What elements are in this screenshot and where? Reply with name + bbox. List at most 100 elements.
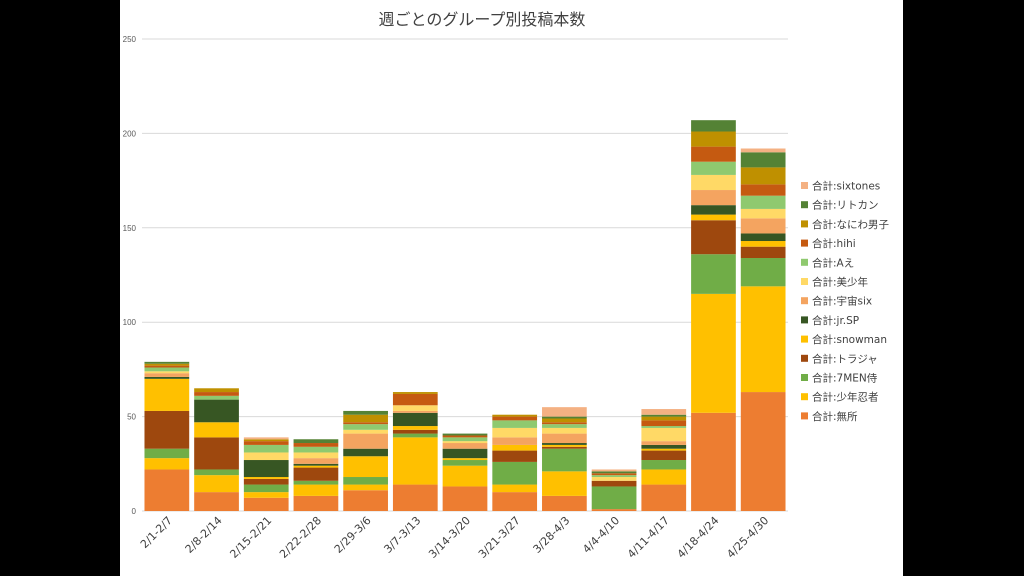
bar-segment (492, 427, 538, 438)
bar-segment (392, 412, 438, 427)
bar-segment (343, 422, 388, 425)
bar-segment (194, 437, 239, 470)
bar-segment (392, 410, 438, 413)
bar-segment (591, 480, 637, 487)
bar-segment (691, 120, 736, 132)
bar-segment (641, 448, 687, 451)
legend-swatch (801, 239, 808, 247)
bar-segment (740, 148, 786, 153)
bar-segment (691, 146, 736, 162)
bar-segment (542, 418, 587, 423)
bar-stack (542, 407, 587, 511)
bar-segment (144, 361, 190, 364)
bar-segment (542, 424, 587, 428)
bar-segment (144, 365, 190, 368)
bar-segment (740, 286, 786, 393)
legend-swatch (801, 316, 808, 324)
bar-segment (542, 443, 587, 445)
bar-segment (641, 450, 687, 461)
bar-segment (740, 152, 786, 168)
bar-segment (591, 486, 637, 510)
bar-segment (392, 484, 438, 511)
bar-segment (591, 471, 637, 474)
bar-segment (243, 441, 289, 445)
bar-stack (343, 410, 388, 511)
legend-label: 合計:hihi (812, 237, 856, 250)
bar-stack (243, 437, 289, 511)
bar-segment (343, 433, 388, 449)
bar-segment (343, 424, 388, 430)
bar-segment (293, 443, 339, 447)
bar-segment (740, 246, 786, 259)
bar-segment (641, 484, 687, 511)
y-tick-label: 100 (123, 318, 137, 327)
x-tick-label: 3/21-3/27 (476, 514, 523, 561)
bar-stack (591, 469, 637, 511)
x-tick-label: 3/7-3/13 (381, 514, 423, 556)
bar-segment (591, 475, 637, 478)
bar-segment (243, 437, 289, 440)
bar-segment (542, 433, 587, 444)
bar-segment (442, 458, 488, 461)
bar-segment (243, 484, 289, 493)
legend-item: 合計:なにわ男子 (801, 218, 889, 231)
x-tick-label: 4/11-4/17 (625, 514, 672, 561)
bar-segment (691, 412, 736, 511)
legend-label: 合計:トラジャ (812, 352, 878, 365)
bar-segment (542, 446, 587, 449)
bar-segment (641, 441, 687, 445)
bar-segment (293, 480, 339, 485)
x-tick-label: 2/15-2/21 (227, 514, 274, 561)
legend-swatch (801, 182, 808, 189)
bar-segment (343, 490, 388, 511)
bar-segment (293, 463, 339, 466)
bar-segment (691, 293, 736, 413)
legend-item: 合計:リトカン (801, 199, 879, 212)
bar-segment (194, 492, 239, 511)
bar-segment (144, 469, 190, 511)
bar-segment (293, 495, 339, 511)
bar-segment (591, 509, 637, 511)
bar-segment (492, 437, 538, 445)
y-tick-label: 150 (123, 224, 137, 233)
bar-segment (343, 477, 388, 485)
bar-segment (641, 444, 687, 449)
bar-segment (740, 258, 786, 287)
bar-segment (442, 448, 488, 459)
bar-segment (691, 205, 736, 215)
bar-segment (641, 414, 687, 417)
bar-segment (591, 469, 637, 472)
bar-segment (144, 458, 190, 470)
legend-item: 合計:宇宙six (801, 295, 872, 308)
bar-segment (343, 448, 388, 457)
bar-segment (343, 414, 388, 423)
bar-segment (243, 497, 289, 511)
bar-segment (293, 458, 339, 464)
bar-segment (740, 233, 786, 242)
legend-label: 合計:美少年 (812, 276, 868, 289)
bar-segment (194, 399, 239, 423)
bar-segment (243, 492, 289, 498)
bar-segment (293, 484, 339, 496)
bar-segment (641, 427, 687, 442)
bar-segment (144, 371, 190, 374)
bar-segment (492, 416, 538, 421)
bar-segment (243, 478, 289, 485)
bar-segment (442, 465, 488, 487)
legend-swatch (801, 201, 808, 209)
x-tick-label: 2/1-2/7 (138, 514, 175, 551)
bar-segment (691, 190, 736, 206)
legend-item: 合計:snowman (801, 333, 887, 346)
legend-swatch (801, 258, 808, 266)
bar-segment (591, 473, 637, 476)
bar-segment (691, 254, 736, 294)
x-tick-label: 3/14-3/20 (426, 514, 473, 561)
bar-segment (641, 460, 687, 470)
bar-stack (691, 120, 736, 511)
legend-item: 合計:美少年 (801, 276, 868, 289)
bar-segment (194, 392, 239, 396)
bar-segment (343, 484, 388, 491)
legend-swatch (801, 335, 808, 343)
legend-label: 合計:リトカン (812, 199, 879, 212)
bar-segment (740, 195, 786, 209)
